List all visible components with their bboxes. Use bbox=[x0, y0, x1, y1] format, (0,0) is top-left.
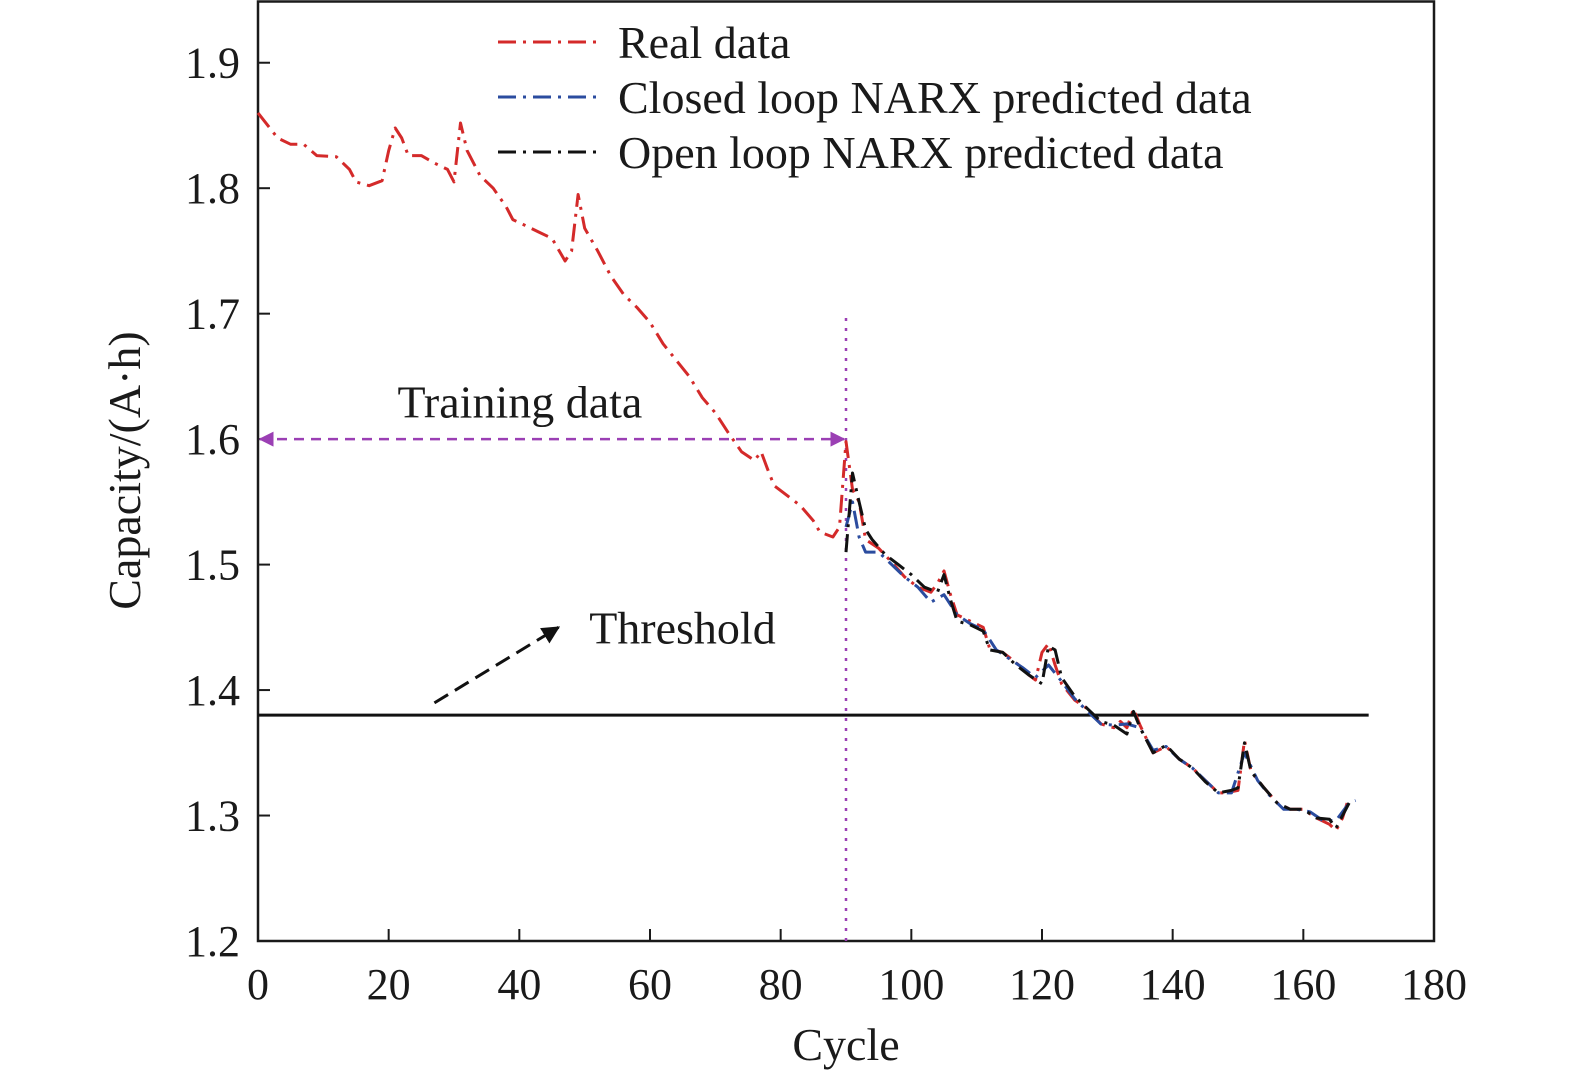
training-data-annotation: Training data bbox=[397, 376, 642, 427]
x-tick-label: 100 bbox=[878, 960, 944, 1009]
x-tick-label: 140 bbox=[1140, 960, 1206, 1009]
series-line-2 bbox=[844, 471, 1351, 830]
y-tick-label: 1.7 bbox=[185, 290, 240, 339]
x-tick-label: 80 bbox=[759, 960, 803, 1009]
x-tick-label: 60 bbox=[628, 960, 672, 1009]
x-axis: 0 20 40 60 80 100 120 140 160 180 bbox=[247, 929, 1467, 1009]
x-tick-label: 20 bbox=[367, 960, 411, 1009]
y-tick-label: 1.6 bbox=[185, 415, 240, 464]
x-tick-label: 0 bbox=[247, 960, 269, 1009]
x-tick-label: 160 bbox=[1270, 960, 1336, 1009]
x-tick-label: 180 bbox=[1401, 960, 1467, 1009]
x-axis-label: Cycle bbox=[792, 1019, 899, 1070]
series-line-0 bbox=[256, 111, 1351, 833]
legend-label-open-loop: Open loop NARX predicted data bbox=[618, 127, 1224, 178]
y-tick-label: 1.3 bbox=[185, 792, 240, 841]
legend: Real data Closed loop NARX predicted dat… bbox=[498, 17, 1252, 178]
threshold-annotation: Threshold bbox=[589, 602, 776, 653]
y-axis: 1.2 1.3 1.4 1.5 1.6 1.7 1.8 1.9 bbox=[185, 39, 270, 966]
y-tick-label: 1.9 bbox=[185, 39, 240, 88]
y-tick-label: 1.2 bbox=[185, 917, 240, 966]
y-tick-label: 1.5 bbox=[185, 541, 240, 590]
legend-label-closed-loop: Closed loop NARX predicted data bbox=[618, 72, 1252, 123]
y-tick-label: 1.8 bbox=[185, 164, 240, 213]
series-group bbox=[256, 111, 1357, 833]
x-tick-label: 120 bbox=[1009, 960, 1075, 1009]
x-tick-label: 40 bbox=[497, 960, 541, 1009]
threshold-arrow bbox=[433, 626, 561, 705]
y-axis-label: Capacity/(A·h) bbox=[99, 331, 150, 609]
series-line-1 bbox=[844, 500, 1357, 823]
legend-label-real: Real data bbox=[618, 17, 790, 68]
y-tick-label: 1.4 bbox=[185, 666, 240, 715]
